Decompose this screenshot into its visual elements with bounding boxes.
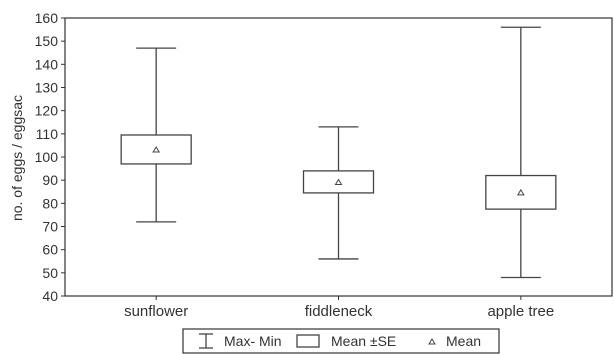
x-category-label: apple tree (487, 303, 554, 320)
y-axis-title: no. of eggs / eggsac (9, 95, 25, 221)
y-tick-label: 120 (35, 103, 59, 119)
se-box (485, 174, 557, 210)
mean-marker (152, 146, 161, 153)
y-tick-label: 80 (42, 195, 58, 211)
legend-mean-icon (428, 338, 436, 345)
x-category-label: sunflower (124, 303, 188, 320)
y-tick-label: 160 (35, 10, 59, 26)
legend-label-mean: Mean (446, 333, 481, 349)
legend-frame (182, 328, 500, 354)
y-tick-label: 40 (42, 288, 58, 304)
y-tick-label: 90 (42, 172, 58, 188)
se-box (302, 170, 375, 194)
y-tick-label: 70 (42, 219, 58, 235)
y-tick-label: 60 (42, 242, 58, 258)
legend-minmax-icon (199, 333, 213, 349)
mean-marker (516, 188, 525, 196)
se-box (120, 134, 192, 165)
legend-label-se: Mean ±SE (331, 333, 396, 349)
legend-label-minmax: Max- Min (224, 333, 282, 349)
y-tick-label: 140 (35, 56, 59, 72)
y-tick-label: 50 (42, 265, 58, 281)
plot-area: 40 50 60 70 80 90 100 110 120 130 140 150 160 sunflow… (35, 10, 613, 320)
y-tick-label: 150 (35, 33, 59, 49)
y-tick-label: 110 (36, 126, 59, 142)
legend: Max- Min Mean ±SE Mean (182, 328, 500, 354)
y-tick-label: 130 (35, 80, 59, 96)
mean-marker (334, 178, 343, 185)
legend-se-box-icon (296, 334, 320, 348)
y-tick-label: 100 (35, 149, 59, 165)
x-category-label: fiddleneck (305, 303, 373, 320)
